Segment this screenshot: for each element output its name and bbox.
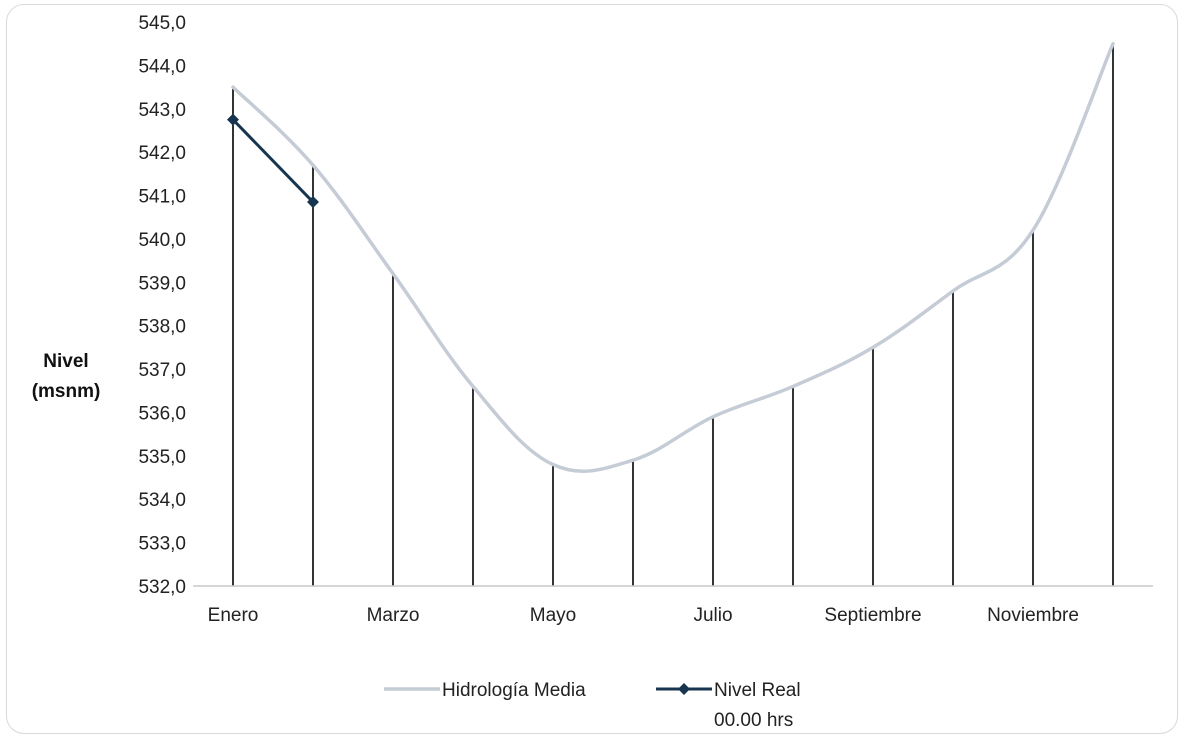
legend-label-hidrologia: Hidrología Media xyxy=(442,680,586,701)
x-tick-label: Enero xyxy=(208,605,259,626)
drop-lines xyxy=(232,43,1114,586)
chart-frame xyxy=(6,4,1178,734)
y-tick-label: 534,0 xyxy=(138,490,186,511)
y-tick-label: 540,0 xyxy=(138,230,186,251)
series-line-0 xyxy=(231,41,1115,473)
y-tick-label: 533,0 xyxy=(138,534,186,555)
series-point xyxy=(307,196,319,209)
y-tick-label: 541,0 xyxy=(138,187,186,208)
y-tick-label: 532,0 xyxy=(138,577,186,598)
x-axis-ticks: Enero Marzo Mayo Julio Septiembre Noviembre xyxy=(208,605,1079,626)
x-tick-label: Julio xyxy=(693,605,732,626)
legend: Hidrología Media Nivel Real 00.00 hrs xyxy=(384,680,801,731)
y-tick-label: 535,0 xyxy=(138,447,186,468)
y-axis-label-line1: Nivel xyxy=(43,351,88,372)
y-axis-label-line2: (msnm) xyxy=(32,381,101,402)
x-tick-label: Marzo xyxy=(367,605,420,626)
y-tick-label: 545,0 xyxy=(138,13,186,34)
y-tick-label: 536,0 xyxy=(138,403,186,424)
x-tick-label: Mayo xyxy=(530,605,576,626)
y-tick-label: 538,0 xyxy=(138,317,186,338)
series-layer xyxy=(227,41,1115,473)
y-tick-label: 542,0 xyxy=(138,143,186,164)
series-line-1 xyxy=(231,118,315,204)
y-tick-label: 543,0 xyxy=(138,100,186,121)
y-axis-ticks: 532,0 533,0 534,0 535,0 536,0 537,0 538,0 539,0… xyxy=(138,13,186,598)
y-tick-label: 539,0 xyxy=(138,273,186,294)
y-tick-label: 537,0 xyxy=(138,360,186,381)
y-tick-label: 544,0 xyxy=(138,56,186,77)
x-tick-label: Septiembre xyxy=(824,605,921,626)
legend-marker-nivel-real xyxy=(678,683,690,695)
x-tick-label: Noviembre xyxy=(987,605,1079,626)
series-point xyxy=(227,113,239,126)
legend-sublabel-nivel-real: 00.00 hrs xyxy=(714,710,793,731)
legend-label-nivel-real: Nivel Real xyxy=(714,680,801,701)
